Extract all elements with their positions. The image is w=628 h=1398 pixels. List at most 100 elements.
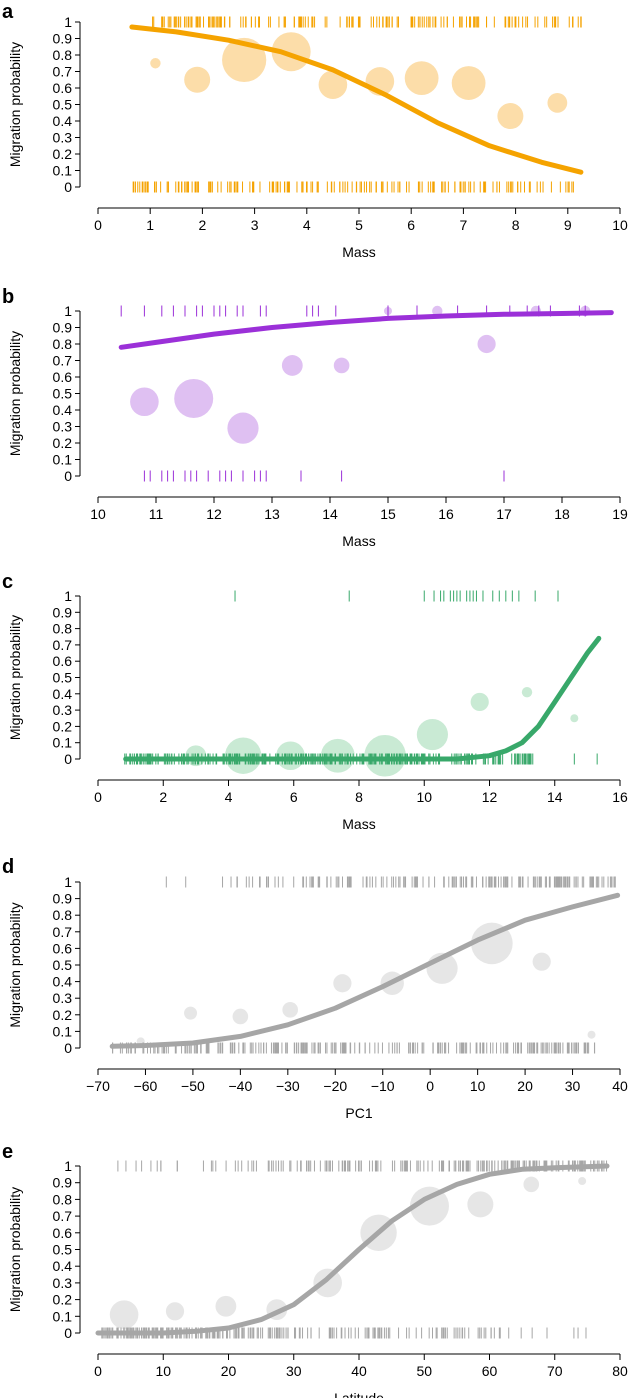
- y-axis-label: Migration probability: [7, 42, 23, 167]
- x-tick-label: 9: [564, 217, 572, 233]
- panel-letter: e: [2, 1141, 13, 1163]
- x-tick-label: 14: [547, 789, 563, 805]
- x-tick-label: 3: [251, 217, 259, 233]
- bubble: [150, 58, 161, 69]
- x-tick-label: 4: [225, 789, 233, 805]
- bubble: [276, 741, 305, 771]
- bubble: [320, 738, 355, 773]
- bubble: [470, 692, 489, 712]
- y-tick-label: 0.1: [53, 1023, 73, 1039]
- x-tick-label: 10: [155, 1363, 171, 1379]
- x-tick-label: 0: [94, 217, 102, 233]
- bubble: [333, 974, 352, 993]
- y-tick-label: 0.2: [53, 1007, 73, 1023]
- panel-letter: c: [2, 571, 13, 593]
- x-tick-label: 10: [470, 1078, 486, 1094]
- x-tick-label: 2: [199, 217, 207, 233]
- y-tick-label: 0.9: [53, 31, 73, 47]
- bubble: [271, 32, 311, 72]
- y-tick-label: 0.7: [53, 924, 73, 940]
- bubble: [364, 734, 406, 777]
- y-tick-label: 0.7: [53, 637, 73, 653]
- y-tick-label: 0.3: [53, 419, 73, 435]
- y-tick-label: 0.4: [53, 113, 73, 129]
- bubble: [416, 718, 449, 751]
- y-tick-label: 0.9: [53, 604, 73, 620]
- bubble: [570, 714, 579, 723]
- x-tick-label: 4: [303, 217, 311, 233]
- panel-letter: a: [2, 1, 14, 23]
- bubble: [184, 1006, 198, 1020]
- y-tick-label: 0.7: [53, 353, 73, 369]
- y-tick-label: 0.6: [53, 940, 73, 956]
- bubble: [222, 37, 267, 83]
- y-tick-label: 0.7: [53, 1208, 73, 1224]
- bubble: [215, 1295, 237, 1317]
- bubble: [587, 1030, 596, 1039]
- bubble: [477, 334, 496, 354]
- x-tick-label: 14: [322, 506, 338, 522]
- fitted-curve: [118, 310, 614, 350]
- y-tick-label: 0.7: [53, 64, 73, 80]
- y-tick-label: 0.9: [53, 320, 73, 336]
- x-tick-label: 50: [416, 1363, 432, 1379]
- x-tick-label: 60: [482, 1363, 498, 1379]
- x-tick-label: 6: [290, 789, 298, 805]
- fitted-curve: [129, 24, 584, 175]
- y-tick-label: 1: [64, 588, 72, 604]
- bubble: [227, 412, 259, 444]
- bubble: [130, 387, 159, 417]
- fitted-curve: [123, 635, 602, 762]
- y-tick-label: 0.5: [53, 97, 73, 113]
- x-tick-label: 10: [416, 789, 432, 805]
- bubble: [523, 1176, 540, 1193]
- y-tick-label: 0: [64, 1325, 72, 1341]
- y-tick-label: 0.6: [53, 653, 73, 669]
- y-tick-label: 0.2: [53, 435, 73, 451]
- x-tick-label: 8: [355, 789, 363, 805]
- x-tick-label: −70: [86, 1078, 110, 1094]
- chart-panel-c: c00.10.20.30.40.50.60.70.80.91Migration …: [2, 571, 628, 832]
- x-tick-label: −40: [228, 1078, 252, 1094]
- y-tick-label: 1: [64, 14, 72, 30]
- chart-panel-a: a00.10.20.30.40.50.60.70.80.91Migration …: [2, 1, 628, 260]
- x-tick-label: −30: [276, 1078, 300, 1094]
- y-tick-label: 0.6: [53, 80, 73, 96]
- panel-letter: b: [2, 286, 14, 308]
- x-tick-label: 11: [149, 506, 164, 522]
- x-tick-label: 15: [380, 506, 396, 522]
- x-tick-label: −50: [181, 1078, 205, 1094]
- y-tick-label: 0.3: [53, 130, 73, 146]
- bubble: [318, 70, 348, 99]
- bubble: [404, 61, 439, 95]
- bubble: [432, 305, 443, 317]
- y-axis-label: Migration probability: [7, 902, 23, 1027]
- x-axis-label: Mass: [342, 244, 375, 260]
- x-tick-label: −60: [134, 1078, 158, 1094]
- bubble: [313, 1268, 342, 1298]
- bubble: [184, 66, 211, 93]
- y-tick-label: 0.3: [53, 990, 73, 1006]
- y-tick-label: 0: [64, 1040, 72, 1056]
- y-tick-label: 0.3: [53, 702, 73, 718]
- x-tick-label: 20: [517, 1078, 533, 1094]
- y-axis-label: Migration probability: [7, 331, 23, 456]
- y-tick-label: 0.9: [53, 1175, 73, 1191]
- y-tick-label: 0.2: [53, 718, 73, 734]
- y-tick-label: 0: [64, 179, 72, 195]
- y-axis-label: Migration probability: [7, 615, 23, 740]
- x-tick-label: 70: [547, 1363, 563, 1379]
- y-tick-label: 0.1: [53, 452, 73, 468]
- fitted-curve: [109, 892, 621, 1049]
- y-tick-label: 0.4: [53, 402, 73, 418]
- y-tick-label: 0.4: [53, 974, 73, 990]
- y-tick-label: 0.5: [53, 386, 73, 402]
- x-tick-label: 0: [94, 1363, 102, 1379]
- bubble: [282, 1002, 298, 1018]
- y-tick-label: 0.3: [53, 1275, 73, 1291]
- bubble: [467, 1191, 494, 1218]
- x-tick-label: 0: [94, 789, 102, 805]
- bubble: [532, 952, 551, 971]
- x-tick-label: 16: [612, 789, 628, 805]
